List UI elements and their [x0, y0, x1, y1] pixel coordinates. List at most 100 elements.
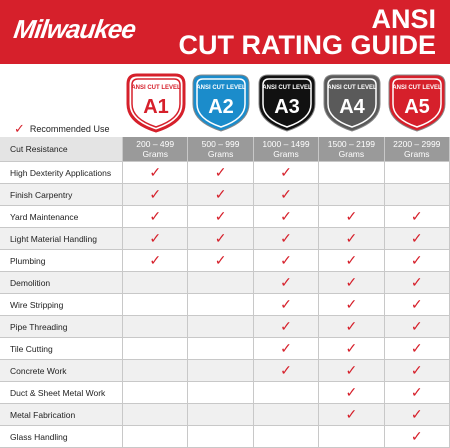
check-cell: ✓ [384, 316, 450, 338]
check-mark: ✓ [280, 252, 292, 268]
check-mark: ✓ [345, 318, 358, 334]
check-cell [188, 316, 254, 338]
check-cell: ✓ [188, 250, 254, 272]
check-cell: ✓ [253, 338, 320, 360]
badge-code: A4 [339, 96, 365, 118]
range-text: 200 – 499 [136, 139, 175, 149]
range-text: 500 – 999 [201, 139, 240, 149]
check-cell: ✓ [253, 360, 320, 382]
badge-caption: ANSI CUT LEVEL [327, 85, 377, 91]
check-cell [188, 272, 254, 294]
check-cell: ✓ [319, 228, 385, 250]
check-cell [188, 426, 254, 448]
check-mark: ✓ [214, 230, 227, 246]
check-cell [123, 316, 189, 338]
unit-text: Grams [338, 149, 365, 159]
row-label: Demolition [0, 272, 123, 294]
check-cell: ✓ [253, 184, 320, 206]
check-mark: ✓ [280, 208, 292, 224]
level-badge: ANSI CUT LEVEL A3 [258, 74, 315, 132]
check-cell [123, 272, 189, 294]
check-mark: ✓ [214, 186, 227, 202]
title-line: CUT RATING GUIDE [178, 30, 437, 60]
check-cell: ✓ [123, 162, 189, 184]
check-mark: ✓ [345, 252, 358, 268]
check-mark: ✓ [410, 384, 423, 400]
range-text: 2200 – 2999 [393, 139, 441, 149]
label-header: Cut Resistance [0, 137, 123, 162]
header-band: Milwaukee ANSI CUT RATING GUIDE [0, 0, 450, 64]
column-header: 200 – 499 Grams [123, 137, 189, 162]
check-mark: ✓ [280, 362, 292, 378]
check-mark: ✓ [345, 296, 358, 312]
check-cell [253, 382, 320, 404]
unit-text: Grams [142, 149, 168, 159]
check-mark: ✓ [149, 208, 162, 224]
badge-shield [323, 74, 381, 132]
badge-caption: ANSI CUT LEVEL [131, 85, 181, 91]
check-cell: ✓ [384, 338, 450, 360]
level-badge: ANSI CUT LEVEL A4 [323, 74, 381, 132]
check-cell: ✓ [188, 162, 254, 184]
check-cell: ✓ [384, 206, 450, 228]
check-cell: ✓ [319, 294, 385, 316]
column-header: 1500 – 2199 Grams [319, 137, 385, 162]
check-mark: ✓ [410, 230, 423, 246]
check-cell [123, 382, 189, 404]
check-cell [253, 426, 320, 448]
check-cell: ✓ [123, 184, 189, 206]
check-cell [253, 404, 320, 426]
check-mark: ✓ [280, 318, 292, 334]
check-cell [384, 162, 450, 184]
check-cell: ✓ [319, 272, 385, 294]
check-cell: ✓ [188, 184, 254, 206]
check-mark: ✓ [149, 230, 162, 246]
row-label: Yard Maintenance [0, 206, 123, 228]
check-cell [188, 294, 254, 316]
check-cell [188, 360, 254, 382]
check-cell: ✓ [253, 206, 320, 228]
check-mark: ✓ [345, 406, 358, 422]
badge-inner [196, 78, 246, 128]
badge-shield [388, 74, 446, 132]
badge-inner [261, 78, 312, 128]
check-mark: ✓ [410, 296, 423, 312]
check-mark: ✓ [280, 340, 292, 356]
badge-shield [126, 73, 186, 133]
badge-caption: ANSI CUT LEVEL [262, 85, 312, 91]
check-cell: ✓ [123, 250, 189, 272]
row-label: High Dexterity Applications [0, 162, 123, 184]
check-mark: ✓ [149, 164, 162, 180]
check-mark: ✓ [214, 208, 227, 224]
row-label: Plumbing [0, 250, 123, 272]
level-badge: ANSI CUT LEVEL A5 [388, 74, 446, 132]
check-mark: ✓ [345, 362, 358, 378]
badge-shield [192, 74, 250, 132]
check-mark: ✓ [280, 296, 292, 312]
check-mark: ✓ [345, 208, 358, 224]
legend: ✓ Recommended Use [14, 121, 109, 137]
row-label: Finish Carpentry [0, 184, 123, 206]
column-header: 2200 – 2999 Grams [384, 137, 450, 162]
check-mark: ✓ [410, 208, 423, 224]
check-cell: ✓ [319, 404, 385, 426]
check-mark: ✓ [280, 186, 292, 202]
brand-logo: Milwaukee [11, 14, 138, 44]
legend-label: Recommended Use [29, 124, 110, 134]
check-cell: ✓ [319, 316, 385, 338]
check-cell: ✓ [123, 228, 189, 250]
range-text: 1000 – 1499 [262, 139, 310, 149]
check-mark: ✓ [410, 274, 423, 290]
badge-code: A5 [405, 96, 431, 118]
range-text: 1500 – 2199 [327, 139, 376, 149]
check-cell: ✓ [384, 250, 450, 272]
check-cell: ✓ [384, 382, 450, 404]
check-cell [123, 360, 189, 382]
row-label: Light Material Handling [0, 228, 123, 250]
check-cell: ✓ [319, 360, 385, 382]
check-cell: ✓ [253, 250, 320, 272]
badge-code: A2 [208, 96, 234, 118]
check-cell [319, 426, 385, 448]
legend-check-icon: ✓ [14, 121, 25, 136]
